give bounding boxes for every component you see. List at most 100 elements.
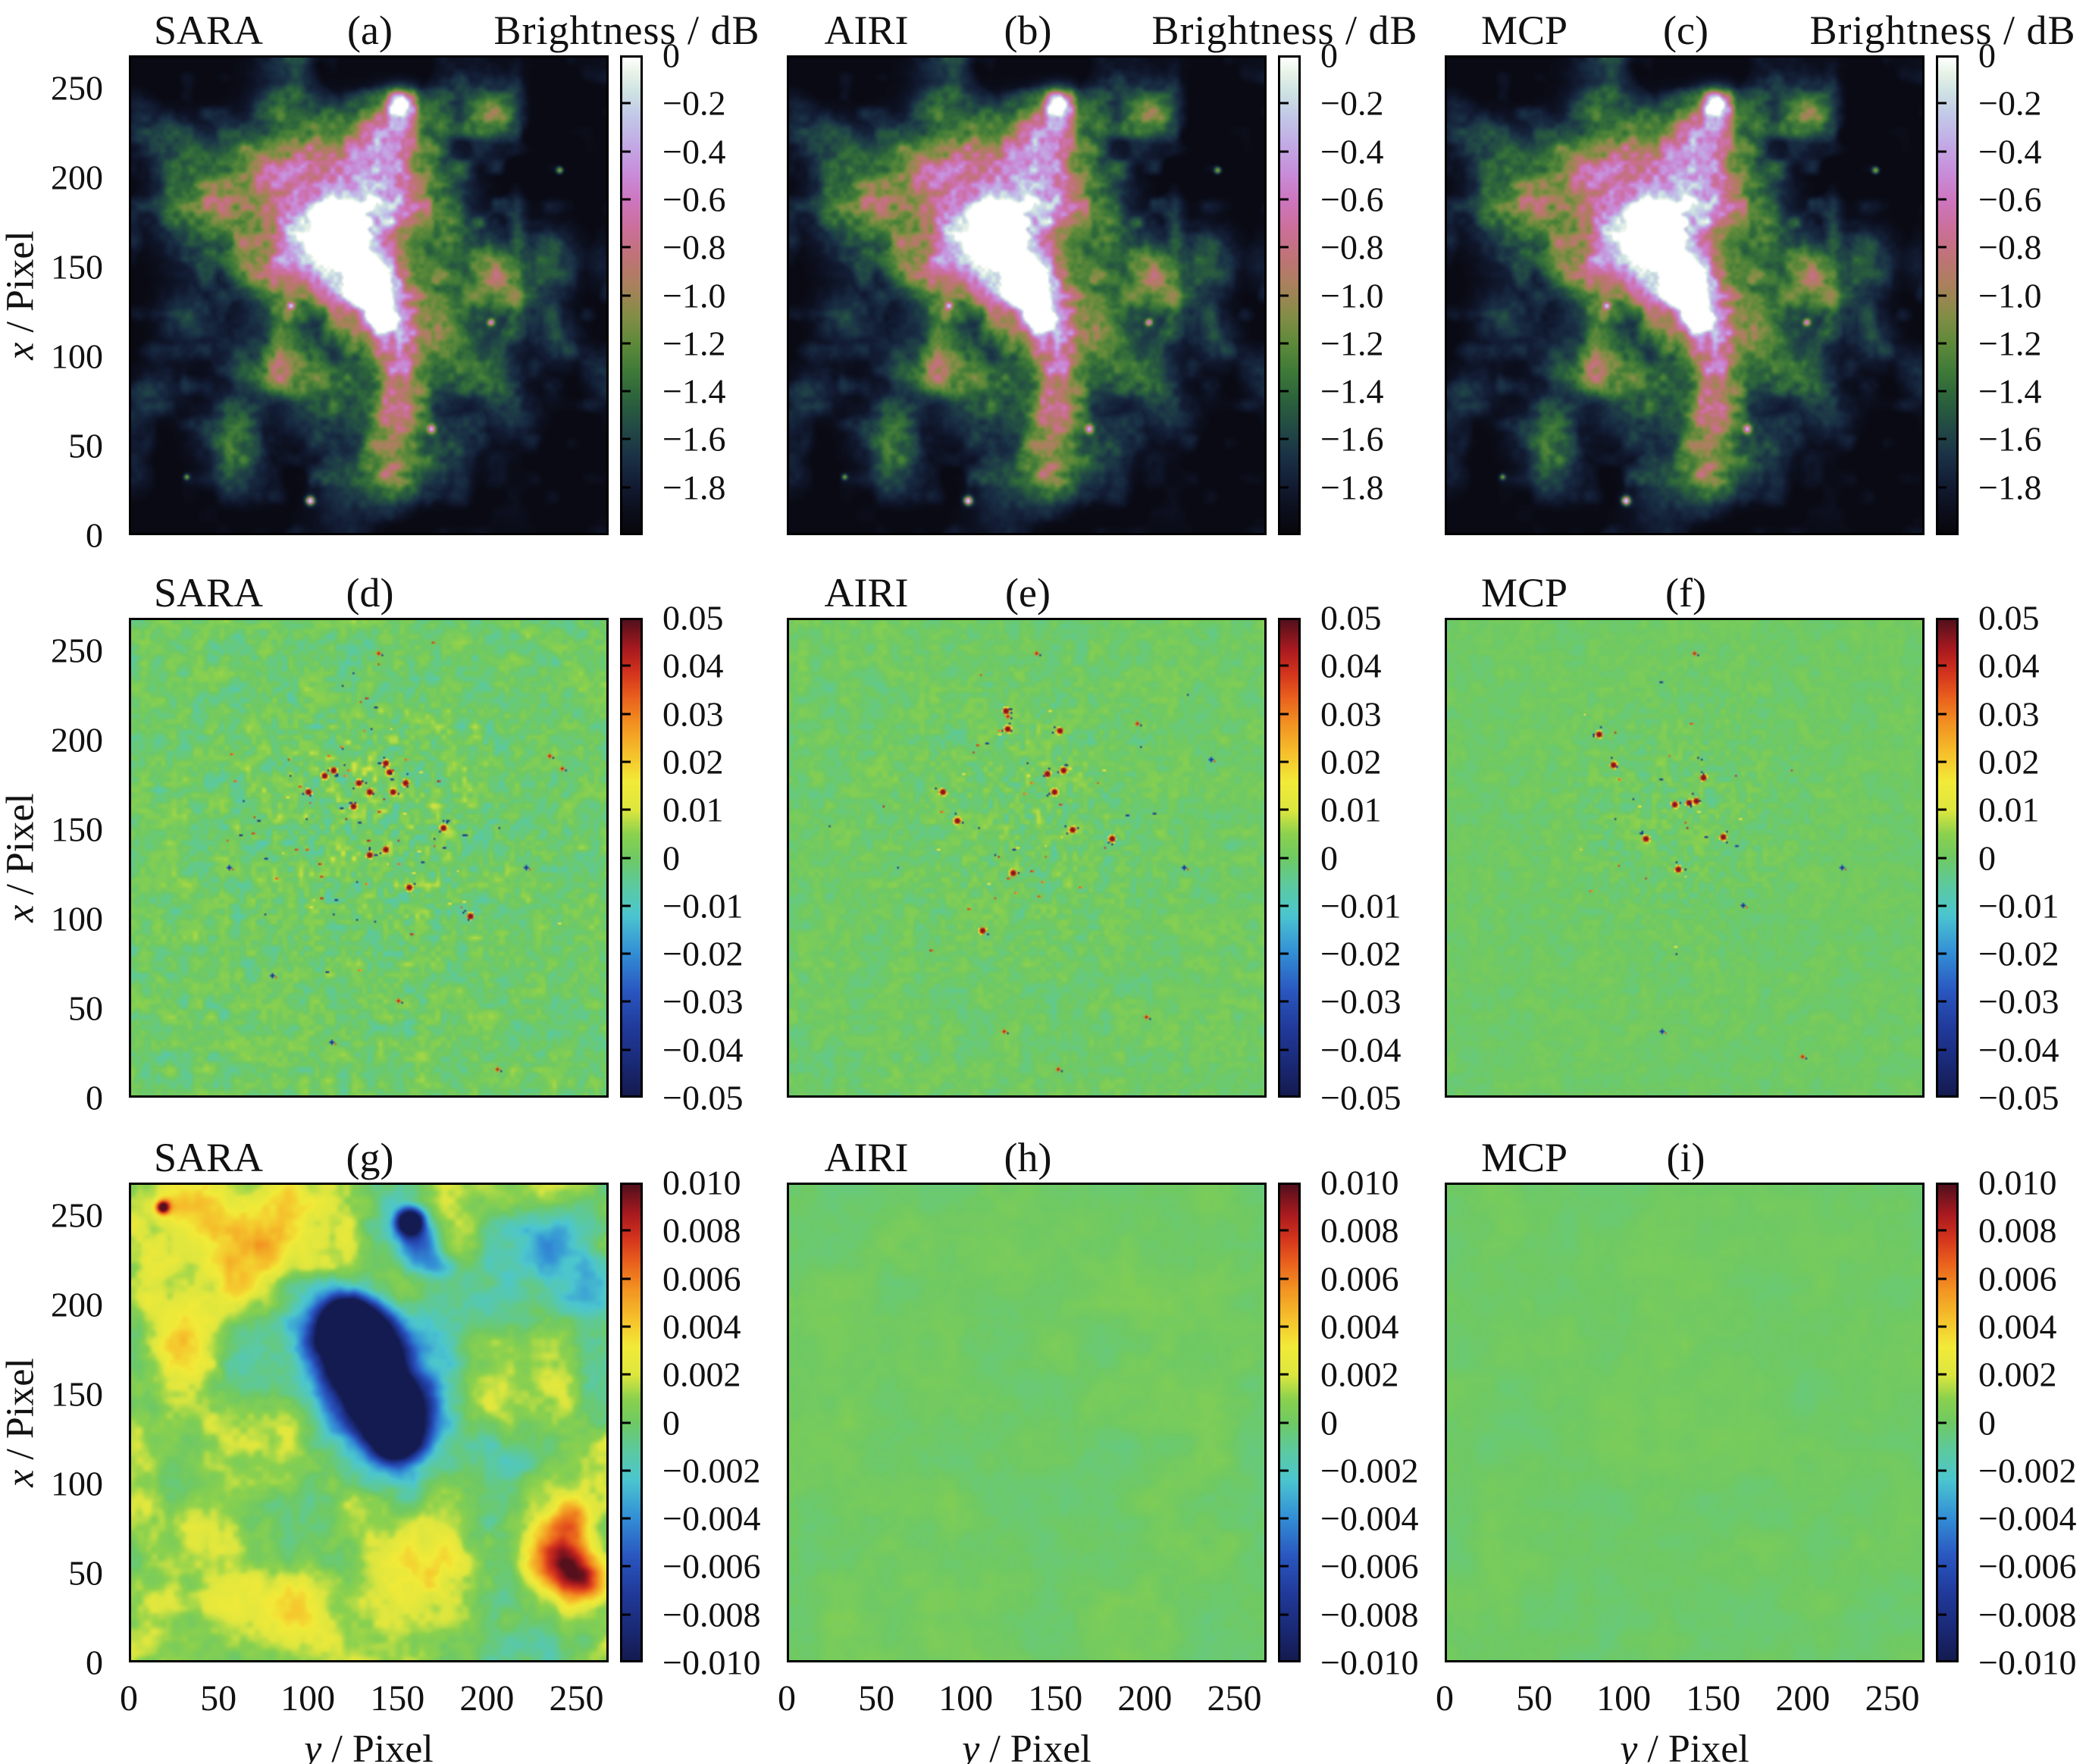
colorbar-tick-mark	[1938, 1229, 1946, 1232]
colorbar-tick-label: 0.006	[662, 1259, 741, 1299]
colorbar-tick-mark	[1938, 294, 1946, 296]
colorbar-tick-label: 0.008	[1320, 1211, 1399, 1250]
panel-group-a: SARA (a) Brightness / dB 0 −0.2 −0.4 −0.…	[0, 8, 759, 555]
colorbar-tick-label: 0.04	[1978, 646, 2040, 685]
colorbar-tick-label: 0.002	[662, 1355, 741, 1394]
colorbar-tick-label: −0.02	[1978, 934, 2059, 973]
x-tick-label: 50	[858, 1678, 895, 1719]
colorbar-tick-label: 0.008	[1978, 1211, 2057, 1250]
colorbar-tick-label: −1.0	[1978, 276, 2042, 315]
colorbar-ticks-e: 0.05 0.04 0.03 0.02 0.01 0 −0.01	[1278, 599, 1475, 1117]
colorbar-ticks-g: 0.010 0.008 0.006 0.004 0.002 0 −0.002	[620, 1164, 817, 1682]
colorbar-tick-label: 0.03	[1320, 694, 1382, 734]
colorbar-tick-mark	[622, 664, 631, 667]
colorbar-tick-mark	[1938, 1613, 1946, 1616]
colorbar-tick-label: 0.010	[1320, 1163, 1399, 1202]
heatmap-image-h	[787, 1183, 1267, 1662]
colorbar-tick-label: 0.04	[662, 646, 724, 685]
colorbar-tick-label: −0.4	[1978, 132, 2042, 171]
colorbar-tick-mark	[622, 1000, 631, 1003]
colorbar-tick-label: 0	[1978, 36, 1996, 75]
y-tick-label: 100	[51, 1464, 103, 1503]
colorbar-tick-label: −0.04	[1978, 1030, 2059, 1070]
colorbar-tick-mark	[1938, 1421, 1946, 1424]
colorbar-tick-label: 0	[662, 36, 680, 75]
x-tick-label: 50	[200, 1678, 237, 1719]
colorbar-tick-label: −0.010	[662, 1643, 761, 1682]
panel-tag-f: (f)	[1665, 570, 1706, 616]
y-axis-label-row2: x / Pixel	[0, 618, 42, 1098]
colorbar-tick-label: −1.6	[1320, 419, 1384, 459]
y-axis-variable: x	[0, 342, 42, 360]
colorbar-tick-label: −0.010	[1978, 1643, 2077, 1682]
y-tick-label: 200	[51, 720, 103, 760]
heatmap-image-b	[787, 55, 1267, 535]
colorbar-tick-mark	[622, 904, 631, 907]
colorbar-tick-mark	[1280, 713, 1289, 716]
colorbar-tick-label: −0.02	[662, 934, 744, 973]
colorbar-tick-mark	[622, 1373, 631, 1376]
colorbar-tick-label: 0.03	[1978, 694, 2040, 734]
x-axis-unit: / Pixel	[321, 1728, 434, 1764]
colorbar-title-b: Brightness / dB	[1151, 8, 1418, 53]
y-tick-label: 250	[51, 1195, 103, 1235]
colorbar-tick-label: −0.008	[1978, 1595, 2077, 1634]
colorbar-tick-label: −0.01	[662, 886, 744, 926]
colorbar-tick-label: −1.4	[662, 371, 726, 411]
heatmap-image-d	[129, 618, 609, 1098]
colorbar-tick-mark	[1280, 904, 1289, 907]
x-tick-label: 250	[1207, 1678, 1262, 1719]
colorbar-tick-mark	[1938, 1565, 1946, 1568]
colorbar-tick-mark	[1280, 342, 1289, 345]
y-tick-label: 100	[51, 337, 103, 376]
colorbar-tick-label: 0.004	[662, 1307, 741, 1346]
colorbar-tick-mark	[1938, 1277, 1946, 1280]
colorbar-tick-label: −0.05	[1320, 1078, 1402, 1117]
colorbar-tick-label: −0.008	[1320, 1595, 1419, 1634]
colorbar-tick-mark	[1280, 1421, 1289, 1424]
colorbar-tick-label: −1.0	[1320, 276, 1384, 315]
colorbar-tick-label: −0.01	[1320, 886, 1402, 926]
colorbar-tick-label: −0.2	[1320, 83, 1384, 123]
colorbar-tick-mark	[1280, 246, 1289, 249]
colorbar-tick-label: −0.01	[1978, 886, 2059, 926]
colorbar-tick-label: −0.03	[1978, 982, 2059, 1021]
method-label-a: SARA	[153, 8, 264, 53]
colorbar-tick-label: −0.8	[1320, 227, 1384, 267]
heatmap-image-c	[1445, 55, 1925, 535]
heatmap-image-g	[129, 1183, 609, 1662]
panel-tag-c: (c)	[1663, 8, 1708, 53]
panel-tag-i: (i)	[1666, 1135, 1705, 1180]
y-axis-unit: / Pixel	[0, 230, 42, 343]
colorbar-tick-mark	[1280, 664, 1289, 667]
colorbar-tick-mark	[622, 760, 631, 763]
y-axis-label-row1: x / Pixel	[0, 55, 42, 535]
colorbar-tick-mark	[1280, 198, 1289, 201]
colorbar-tick-mark	[622, 1229, 631, 1232]
y-axis-variable: x	[0, 904, 42, 923]
colorbar-tick-label: −1.4	[1978, 371, 2042, 411]
colorbar-tick-label: −1.8	[662, 468, 726, 507]
colorbar-ticks-h: 0.010 0.008 0.006 0.004 0.002 0 −0.002	[1278, 1164, 1475, 1682]
colorbar-ticks-a: 0 −0.2 −0.4 −0.6 −0.8 −1.0 −1.2	[620, 36, 817, 535]
colorbar-tick-mark	[1280, 486, 1289, 489]
x-tick-label: 100	[938, 1678, 994, 1719]
colorbar-tick-label: 0.05	[1320, 598, 1382, 638]
colorbar-tick-mark	[622, 808, 631, 811]
panel-group-d: SARA (d) 0.05 0.04 0.03 0.02 0.01	[0, 570, 743, 1117]
colorbar-tick-label: 0	[1320, 36, 1338, 75]
x-axis-unit: / Pixel	[1637, 1728, 1749, 1764]
colorbar-tick-mark	[622, 294, 631, 296]
colorbar-tick-label: 0.010	[1978, 1163, 2057, 1202]
colorbar-tick-mark	[1280, 1565, 1289, 1568]
x-axis-ticks-col2: 0 50 100 150 200 250	[778, 1662, 1267, 1719]
colorbar-tick-label: 0.002	[1978, 1355, 2057, 1394]
y-tick-label: 200	[51, 1285, 103, 1324]
colorbar-tick-label: 0	[1978, 838, 1996, 877]
colorbar-tick-mark	[1938, 1517, 1946, 1520]
colorbar-tick-label: 0.004	[1320, 1307, 1399, 1346]
panel-group-f: MCP (f) 0.05 0.04 0.03 0.02 0.01	[1445, 570, 2059, 1117]
colorbar-tick-mark	[1280, 1048, 1289, 1051]
colorbar-tick-mark	[1280, 437, 1289, 440]
colorbar-tick-label: −0.010	[1320, 1643, 1419, 1682]
